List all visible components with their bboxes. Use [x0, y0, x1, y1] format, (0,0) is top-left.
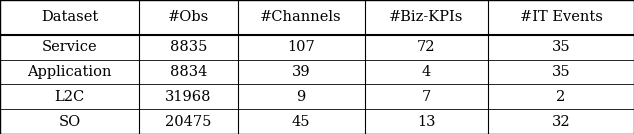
Text: 72: 72 — [417, 40, 436, 54]
Text: 45: 45 — [292, 115, 311, 129]
Text: Service: Service — [42, 40, 98, 54]
Text: #Channels: #Channels — [261, 10, 342, 24]
Text: L2C: L2C — [55, 90, 85, 104]
Text: #Obs: #Obs — [168, 10, 209, 24]
Text: 9: 9 — [297, 90, 306, 104]
Text: 20475: 20475 — [165, 115, 212, 129]
Text: 4: 4 — [422, 65, 431, 79]
Text: 2: 2 — [557, 90, 566, 104]
Text: #Biz-KPIs: #Biz-KPIs — [389, 10, 463, 24]
Text: 32: 32 — [552, 115, 571, 129]
Text: 7: 7 — [422, 90, 431, 104]
Text: 35: 35 — [552, 40, 571, 54]
Text: 8834: 8834 — [170, 65, 207, 79]
Text: Dataset: Dataset — [41, 10, 98, 24]
Text: #IT Events: #IT Events — [520, 10, 602, 24]
Text: 35: 35 — [552, 65, 571, 79]
Text: Application: Application — [27, 65, 112, 79]
Text: 31968: 31968 — [165, 90, 212, 104]
Text: 8835: 8835 — [170, 40, 207, 54]
Text: 13: 13 — [417, 115, 436, 129]
Text: SO: SO — [58, 115, 81, 129]
Text: 39: 39 — [292, 65, 311, 79]
Text: 107: 107 — [287, 40, 315, 54]
